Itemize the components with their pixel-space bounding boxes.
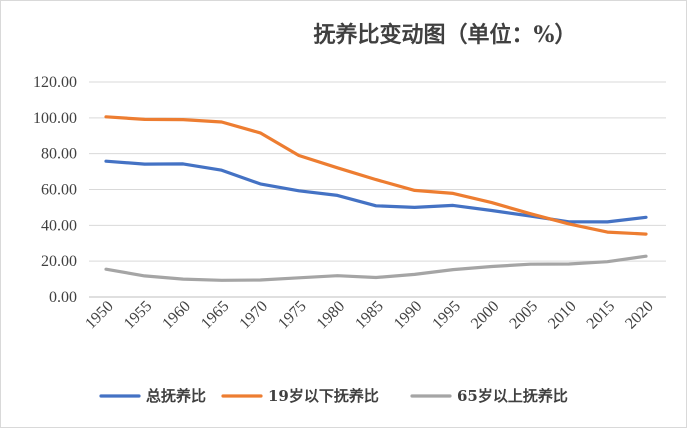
series-line-2 xyxy=(104,115,648,236)
x-tick-label: 1975 xyxy=(275,298,310,333)
y-tick-label: 40.00 xyxy=(41,217,77,234)
data-point xyxy=(568,223,570,225)
data-point xyxy=(568,263,570,265)
x-axis-ticks: 1950 1955 1960 1965 1970 1975 1980 1985 1990 1995… xyxy=(82,298,657,333)
data-point xyxy=(259,183,262,185)
x-tick-label: 1985 xyxy=(352,298,387,333)
x-tick-label: 2010 xyxy=(545,298,580,333)
x-tick-label: 1995 xyxy=(429,298,464,333)
data-point xyxy=(413,206,416,209)
data-point xyxy=(413,273,416,276)
y-tick-label: 60.00 xyxy=(41,182,77,199)
x-tick-label: 1950 xyxy=(82,298,117,333)
data-point xyxy=(645,216,647,219)
data-point xyxy=(105,115,107,118)
series-line-1 xyxy=(104,159,648,224)
data-point xyxy=(259,132,262,134)
data-point xyxy=(452,268,454,271)
x-tick-label: 1980 xyxy=(314,298,349,333)
data-point xyxy=(490,265,493,268)
data-point xyxy=(606,221,609,223)
y-axis-ticks: 0.00 20.00 40.00 60.00 80.00 100.00 120.00 xyxy=(33,74,77,306)
data-point xyxy=(529,215,532,217)
series-lines xyxy=(104,115,648,282)
gridlines xyxy=(89,81,666,298)
data-point xyxy=(336,274,339,277)
data-point xyxy=(298,189,300,192)
data-point xyxy=(375,178,377,181)
data-point xyxy=(220,121,223,123)
x-tick-label: 2020 xyxy=(622,298,657,333)
x-tick-label: 2005 xyxy=(506,298,541,333)
data-point xyxy=(336,194,339,197)
y-tick-label: 20.00 xyxy=(41,253,77,270)
data-point xyxy=(645,233,647,235)
data-point xyxy=(143,118,146,121)
data-point xyxy=(105,160,107,162)
data-point xyxy=(182,118,184,121)
y-tick-label: 100.00 xyxy=(33,110,77,127)
data-point xyxy=(606,231,609,233)
data-point xyxy=(529,263,532,266)
data-point xyxy=(298,154,300,157)
data-point xyxy=(606,260,609,263)
data-point xyxy=(490,201,493,204)
data-point xyxy=(645,255,647,257)
data-point xyxy=(143,275,146,277)
data-point xyxy=(375,276,377,279)
x-tick-label: 1955 xyxy=(121,298,156,333)
data-point xyxy=(220,279,223,282)
chart-title: 抚养比变动图（单位：%） xyxy=(314,22,577,48)
x-tick-label: 2000 xyxy=(468,298,503,333)
x-tick-label: 1960 xyxy=(159,298,194,333)
data-point xyxy=(529,212,532,215)
legend-label: 19岁以下抚养比 xyxy=(268,387,379,405)
data-point xyxy=(298,277,300,279)
x-tick-label: 1970 xyxy=(236,298,271,333)
data-point xyxy=(259,279,262,281)
data-point xyxy=(182,278,184,280)
legend: 总抚养比 19岁以下抚养比 65岁以上抚养比 xyxy=(99,387,568,405)
x-tick-label: 1965 xyxy=(198,298,233,333)
y-tick-label: 120.00 xyxy=(33,74,77,91)
data-point xyxy=(220,169,223,171)
x-tick-label: 1990 xyxy=(391,298,426,333)
y-tick-label: 0.00 xyxy=(49,289,77,306)
data-point xyxy=(452,192,454,195)
data-point xyxy=(182,163,184,165)
y-tick-label: 80.00 xyxy=(41,146,77,163)
legend-label: 65岁以上抚养比 xyxy=(457,387,568,405)
x-tick-label: 2015 xyxy=(584,298,619,333)
data-point xyxy=(336,167,339,169)
data-point xyxy=(105,268,107,271)
data-point xyxy=(490,209,493,212)
data-point xyxy=(375,205,377,207)
data-point xyxy=(413,189,416,192)
legend-label: 总抚养比 xyxy=(146,387,206,405)
data-point xyxy=(143,163,146,165)
data-point xyxy=(452,204,454,207)
